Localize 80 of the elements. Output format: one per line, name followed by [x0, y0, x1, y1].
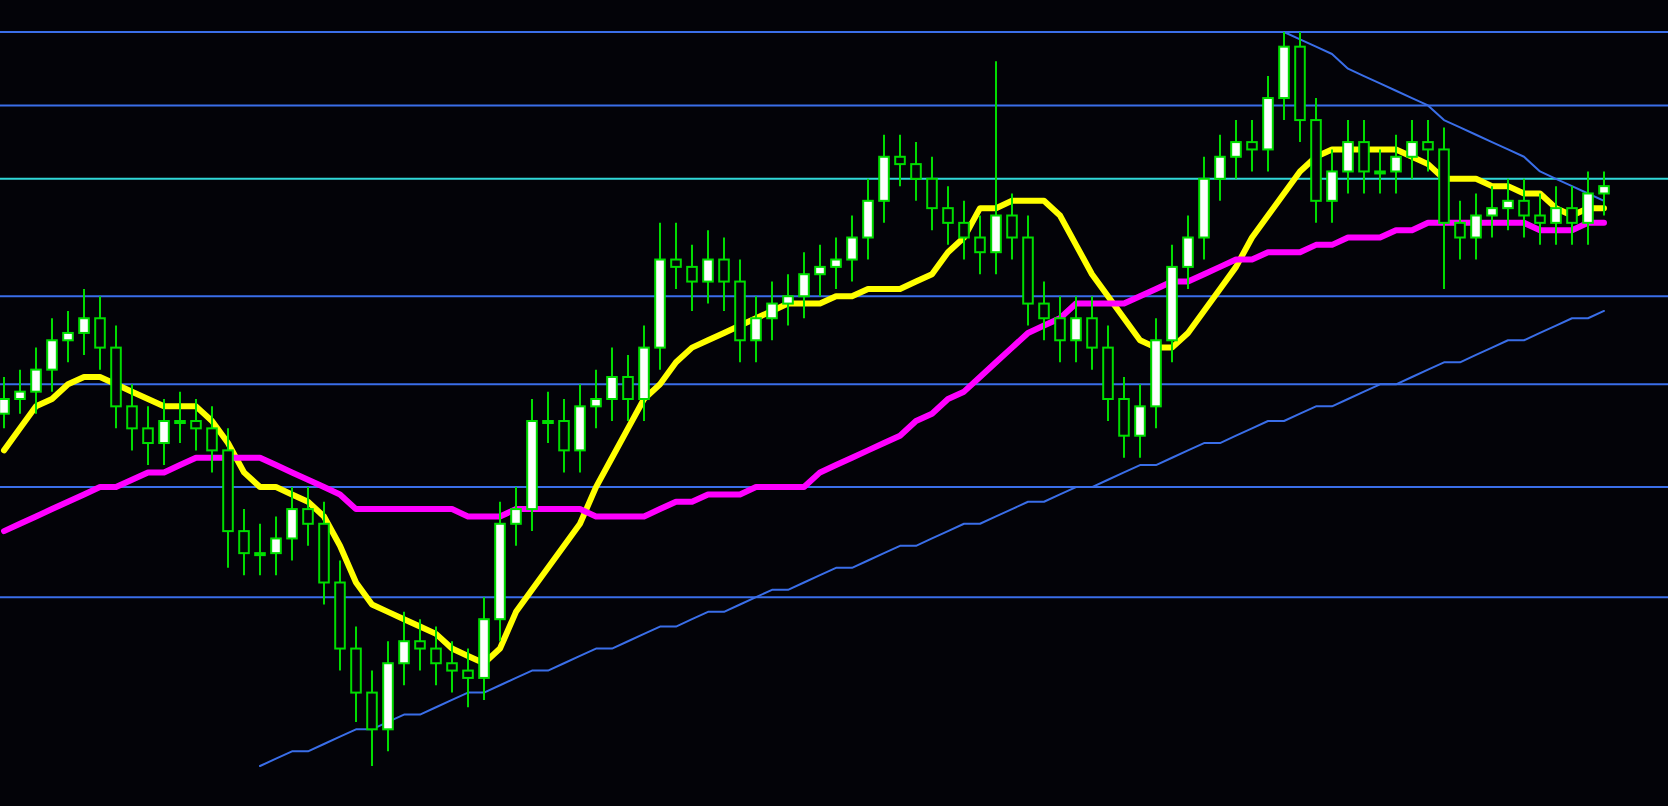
- candlestick: [622, 353, 634, 423]
- candlestick: [1246, 119, 1258, 173]
- candlestick: [286, 486, 298, 562]
- candlestick: [1006, 192, 1018, 261]
- candlestick: [414, 618, 426, 672]
- candlestick: [926, 155, 938, 232]
- candlestick: [1230, 119, 1242, 180]
- candlestick: [1550, 185, 1562, 246]
- candlestick: [798, 251, 810, 320]
- candlestick: [62, 309, 74, 364]
- candlestick: [1566, 185, 1578, 246]
- candlestick: [94, 295, 106, 371]
- candlestick: [1118, 375, 1130, 459]
- candlestick: [1182, 214, 1194, 290]
- candlestick: [46, 317, 58, 393]
- candlestick: [670, 221, 682, 290]
- candlestick: [78, 287, 90, 356]
- candlestick: [14, 368, 26, 415]
- candlestick: [1422, 119, 1434, 173]
- candlestick: [1086, 295, 1098, 371]
- candlestick: [894, 133, 906, 188]
- candlestick: [1374, 148, 1386, 195]
- candlestick: [1406, 119, 1418, 180]
- candlestick: [558, 398, 570, 474]
- candlestick: [590, 368, 602, 430]
- candlestick: [766, 280, 778, 342]
- candlestick: [1358, 119, 1370, 195]
- candlestick: [398, 610, 410, 687]
- candlestick: [1598, 170, 1610, 217]
- candlestick: [1390, 133, 1402, 195]
- candlestick: [142, 405, 154, 467]
- candlestick: [1342, 119, 1354, 195]
- candlestick: [0, 375, 10, 430]
- candlestick: [1502, 177, 1514, 232]
- candlestick: [270, 515, 282, 577]
- candlestick: [238, 508, 250, 577]
- candlestick: [1470, 192, 1482, 261]
- candlestick: [846, 214, 858, 283]
- candlestick: [158, 398, 170, 467]
- candlestick: [1054, 295, 1066, 364]
- candlestick: [542, 390, 554, 445]
- candlestick: [1582, 170, 1594, 246]
- candlestick: [974, 214, 986, 276]
- candlestick: [1486, 185, 1498, 239]
- candlestick: [190, 398, 202, 452]
- candlestick: [1070, 295, 1082, 364]
- candlestick: [206, 405, 218, 474]
- candlestick: [1326, 148, 1338, 224]
- candlestick: [814, 243, 826, 298]
- candlestick: [1518, 177, 1530, 239]
- candlestick: [302, 486, 314, 547]
- candlestick: [718, 236, 730, 312]
- candlestick: [174, 390, 186, 445]
- candlestick: [430, 625, 442, 687]
- candlestick: [830, 236, 842, 290]
- candlestick: [782, 273, 794, 327]
- candlestick: [862, 177, 874, 261]
- candlestick: [990, 60, 1002, 276]
- candlestick: [606, 346, 618, 423]
- candlestick: [958, 199, 970, 261]
- candlestick: [878, 133, 890, 224]
- candlestick: [510, 486, 522, 547]
- candlestick: [702, 229, 714, 305]
- candlestick: [254, 522, 266, 577]
- candlestick: [574, 383, 586, 474]
- candlestick: [942, 185, 954, 246]
- candlestick: [1214, 133, 1226, 202]
- candlestick: [1454, 199, 1466, 261]
- candlestick: [1134, 383, 1146, 459]
- candlestick: [686, 243, 698, 312]
- candlestick: [126, 383, 138, 452]
- candlestick: [30, 346, 42, 415]
- candlestick: [446, 640, 458, 694]
- candlestick: [1038, 280, 1050, 342]
- candlestick: [750, 295, 762, 364]
- candlestick: [910, 141, 922, 202]
- candlestick: [350, 625, 362, 723]
- candlestick: [462, 647, 474, 709]
- candlestick: [366, 669, 378, 767]
- candlestick: [1534, 192, 1546, 246]
